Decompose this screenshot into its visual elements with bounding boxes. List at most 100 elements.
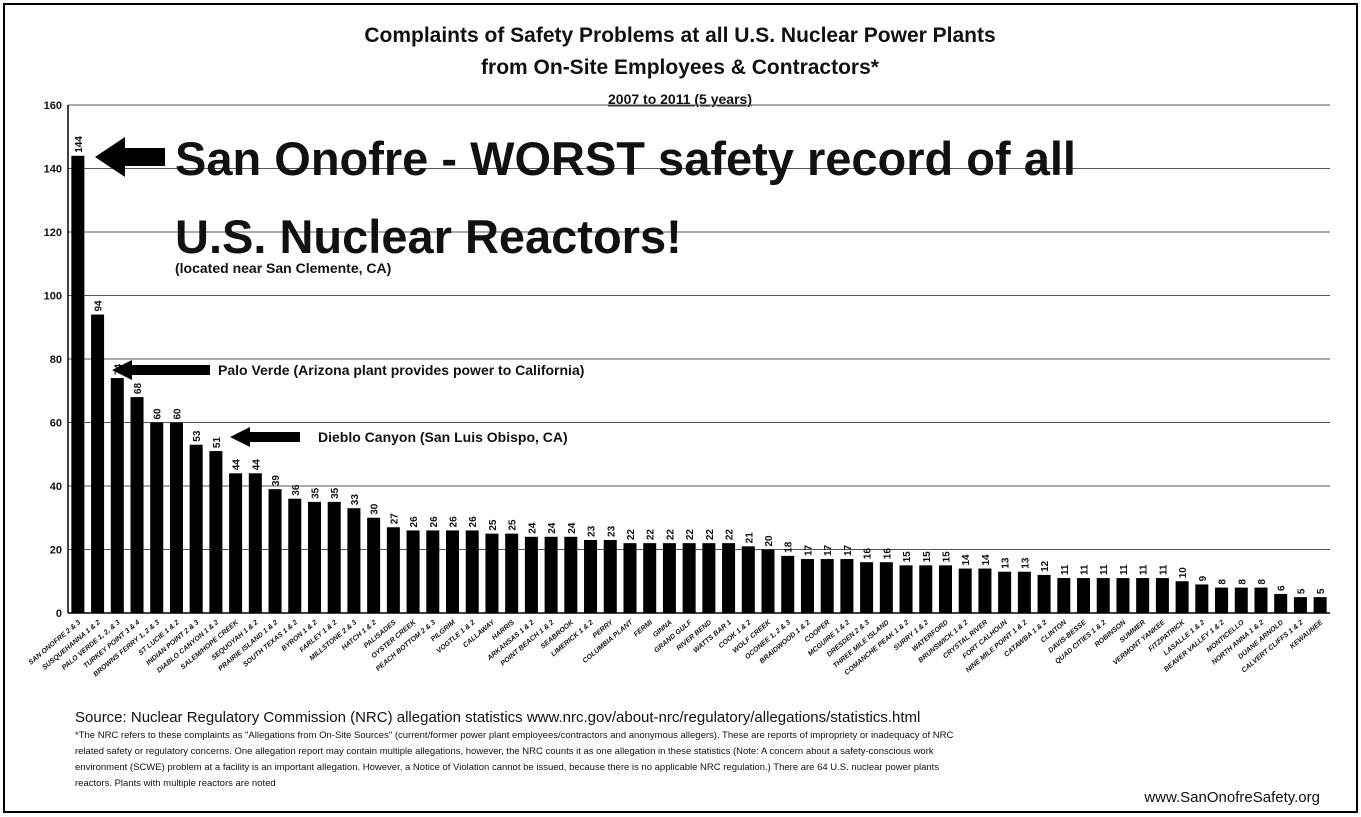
bar <box>998 571 1012 613</box>
bar <box>860 562 874 613</box>
value-label: 22 <box>626 529 637 541</box>
value-label: 13 <box>1020 557 1031 569</box>
value-label: 22 <box>646 529 657 541</box>
bar <box>938 565 952 613</box>
bar <box>899 565 913 613</box>
value-label: 15 <box>941 551 952 563</box>
bar <box>189 444 203 613</box>
bar <box>229 473 243 613</box>
arrow <box>230 427 300 447</box>
value-label: 11 <box>1158 564 1169 575</box>
bar <box>1096 578 1110 613</box>
bar <box>327 501 341 613</box>
frame <box>3 3 1358 813</box>
footnote: *The NRC refers to these complaints as "… <box>75 730 953 741</box>
value-label: 30 <box>370 503 381 515</box>
annotation: (located near San Clemente, CA) <box>175 260 391 276</box>
arrow <box>95 137 165 177</box>
value-label: 11 <box>1119 564 1130 575</box>
value-label: 11 <box>1099 564 1110 575</box>
value-label: 17 <box>823 544 834 556</box>
value-label: 22 <box>705 529 716 541</box>
footnote: environment (SCWE) problem at a facility… <box>75 762 939 773</box>
value-label: 24 <box>527 522 538 534</box>
value-label: 5 <box>1296 588 1307 594</box>
value-label: 60 <box>172 408 183 420</box>
bar <box>623 543 637 613</box>
bar <box>1136 578 1150 613</box>
bar <box>169 422 183 613</box>
value-label: 44 <box>251 459 262 471</box>
footnote: related safety or regulatory concerns. O… <box>75 746 934 757</box>
bar <box>1215 587 1229 613</box>
value-label: 8 <box>1257 579 1268 585</box>
bar <box>879 562 893 613</box>
value-label: 33 <box>350 494 361 506</box>
value-label: 44 <box>232 459 243 471</box>
bar <box>130 397 144 613</box>
value-label: 17 <box>843 544 854 556</box>
bar <box>465 530 479 613</box>
value-label: 16 <box>882 548 893 560</box>
chart-subtitle: from On-Site Employees & Contractors* <box>481 56 880 79</box>
value-label: 22 <box>665 529 676 541</box>
bar <box>800 559 814 613</box>
y-tick-label: 60 <box>50 418 62 430</box>
value-label: 11 <box>1060 564 1071 575</box>
value-label: 51 <box>212 437 223 449</box>
value-label: 24 <box>547 522 558 534</box>
bar <box>662 543 676 613</box>
value-label: 26 <box>409 516 420 528</box>
y-tick-label: 140 <box>44 164 62 176</box>
value-label: 14 <box>961 554 972 566</box>
value-label: 8 <box>1237 579 1248 585</box>
bar <box>840 559 854 613</box>
annotation: Dieblo Canyon (San Luis Obispo, CA) <box>318 429 568 445</box>
bar <box>1254 587 1268 613</box>
value-label: 25 <box>508 519 519 531</box>
y-tick-label: 120 <box>44 227 62 239</box>
y-tick-label: 80 <box>50 354 62 366</box>
value-label: 60 <box>153 408 164 420</box>
bar <box>1195 584 1209 613</box>
bar <box>71 155 85 614</box>
bar <box>1017 571 1031 613</box>
value-label: 94 <box>94 300 105 312</box>
value-label: 39 <box>271 475 282 487</box>
value-label: 8 <box>1218 579 1229 585</box>
bar <box>524 536 538 613</box>
value-label: 35 <box>310 487 321 499</box>
bar <box>209 451 223 613</box>
value-label: 26 <box>449 516 460 528</box>
value-label: 11 <box>1080 564 1091 575</box>
bar <box>268 489 282 613</box>
bar <box>150 422 164 613</box>
bar <box>919 565 933 613</box>
bar <box>367 517 381 613</box>
bar <box>1155 578 1169 613</box>
bar <box>820 559 834 613</box>
value-label: 20 <box>764 535 775 547</box>
bar <box>682 543 696 613</box>
bar <box>307 501 321 613</box>
bar <box>722 543 736 613</box>
value-label: 10 <box>1178 567 1189 579</box>
source: Source: Nuclear Regulatory Commission (N… <box>75 709 920 726</box>
website: www.SanOnofreSafety.org <box>1143 789 1320 806</box>
bar <box>1077 578 1091 613</box>
value-label: 13 <box>1001 557 1012 569</box>
value-label: 18 <box>784 541 795 553</box>
value-label: 11 <box>1139 564 1150 575</box>
bar <box>781 555 795 613</box>
value-label: 5 <box>1316 588 1327 594</box>
bar <box>1037 574 1051 613</box>
footnote: reactors. Plants with multiple reactors … <box>75 778 276 789</box>
y-tick-label: 100 <box>44 291 62 303</box>
value-label: 21 <box>744 532 755 544</box>
bar <box>347 508 361 613</box>
bar <box>978 568 992 613</box>
value-label: 9 <box>1198 575 1209 581</box>
bar <box>603 539 617 613</box>
value-label: 26 <box>468 516 479 528</box>
